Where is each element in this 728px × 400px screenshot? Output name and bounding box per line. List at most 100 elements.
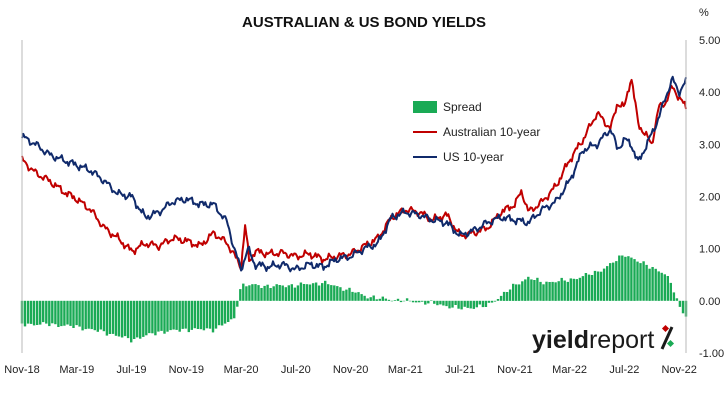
spread-bar	[242, 283, 245, 301]
spread-bar	[472, 300, 475, 309]
spread-bar	[627, 256, 630, 301]
x-tick-label: Nov-18	[4, 364, 39, 376]
y-tick-label: 5.00	[699, 35, 720, 47]
spread-bar	[663, 274, 666, 301]
spread-bar	[533, 280, 536, 301]
spread-bar	[521, 281, 524, 301]
spread-bar	[345, 289, 348, 301]
spread-bar	[363, 295, 366, 301]
spread-bar	[317, 285, 321, 301]
spread-bar	[245, 286, 248, 301]
spread-bar	[475, 300, 478, 308]
spread-bar	[178, 300, 181, 332]
x-tick-label: Mar-20	[224, 364, 259, 376]
x-tick-label: Jul-22	[609, 364, 639, 376]
spread-bar	[302, 284, 306, 301]
x-tick-label: Nov-20	[333, 364, 368, 376]
spread-bar	[624, 256, 627, 301]
spread-bar	[630, 257, 633, 301]
spread-bar	[651, 267, 654, 301]
spread-bar	[214, 300, 218, 329]
spread-bar	[496, 299, 500, 301]
spread-bar	[87, 300, 90, 329]
spread-bar	[669, 282, 672, 301]
spread-bar	[284, 287, 287, 301]
spread-bar	[536, 277, 539, 301]
spread-bar	[542, 284, 545, 301]
x-tick-label: Jul-19	[117, 364, 147, 376]
spread-bar	[184, 300, 187, 329]
spread-bar	[678, 300, 682, 307]
spread-bar	[148, 300, 151, 334]
spread-bar	[606, 266, 609, 301]
spread-bar	[133, 300, 136, 339]
spread-bar	[60, 300, 63, 327]
spread-bar	[57, 300, 60, 327]
spread-bar	[290, 284, 293, 301]
spread-bar	[648, 268, 651, 301]
spread-bar	[593, 270, 597, 301]
spread-bar	[375, 299, 378, 301]
spread-bars	[20, 255, 688, 343]
spread-bar	[239, 289, 242, 301]
spread-bar	[566, 281, 569, 301]
spread-bar	[563, 280, 566, 301]
spread-bar	[96, 300, 99, 332]
spread-bar	[418, 300, 421, 303]
logo-percent-slash	[660, 326, 674, 350]
spread-bar	[548, 282, 551, 301]
logo-percent-dot-top	[661, 324, 670, 333]
spread-bar	[439, 300, 442, 305]
spread-bar	[590, 275, 594, 301]
spread-bar	[126, 300, 130, 339]
spread-bar	[487, 300, 491, 303]
spread-bar	[366, 298, 369, 301]
spread-bar	[621, 255, 624, 301]
spread-bar	[396, 298, 400, 301]
spread-bar	[639, 263, 642, 301]
spread-bar	[190, 300, 193, 330]
spread-bar	[181, 300, 184, 329]
y-axis-ticks: 5.00 4.00 3.00 2.00 1.00 0.00 -1.00	[699, 35, 724, 360]
x-tick-label: Nov-21	[497, 364, 532, 376]
spread-bar	[336, 286, 339, 301]
spread-bar	[433, 300, 436, 304]
spread-bar	[557, 281, 560, 301]
spread-bar	[415, 300, 418, 303]
spread-bar	[402, 300, 406, 302]
spread-bar	[260, 288, 263, 301]
spread-bar	[454, 300, 457, 305]
spread-bar	[393, 300, 397, 301]
spread-bar	[348, 287, 351, 301]
spread-bar	[117, 300, 121, 337]
spread-bar	[448, 300, 451, 309]
spread-bar	[387, 299, 391, 301]
spread-bar	[263, 285, 266, 301]
legend-label-us-10-year: US 10-year	[443, 150, 504, 164]
spread-bar	[502, 291, 506, 301]
spread-bar	[560, 277, 563, 301]
spread-bar	[66, 300, 69, 325]
x-tick-label: Jul-21	[445, 364, 475, 376]
spread-bar	[539, 281, 542, 301]
spread-bar	[578, 277, 582, 301]
spread-bar	[460, 300, 463, 310]
y-tick-label: -1.00	[699, 348, 724, 360]
spread-bar	[54, 300, 57, 325]
spread-bar	[321, 283, 324, 301]
spread-bar	[123, 300, 127, 337]
spread-bar	[654, 268, 657, 301]
spread-bar	[554, 282, 557, 301]
y-tick-label: 0.00	[699, 296, 720, 308]
spread-bar	[308, 284, 312, 301]
spread-bar	[457, 300, 460, 309]
spread-bar	[220, 300, 224, 326]
spread-bar	[32, 300, 36, 326]
spread-bar	[493, 300, 497, 302]
yieldreport-logo-text: yieldreport	[532, 326, 654, 354]
spread-bar	[23, 300, 27, 327]
spread-bar	[26, 300, 30, 324]
spread-bar	[154, 300, 157, 336]
spread-bar	[296, 285, 300, 301]
spread-bar	[293, 287, 297, 301]
